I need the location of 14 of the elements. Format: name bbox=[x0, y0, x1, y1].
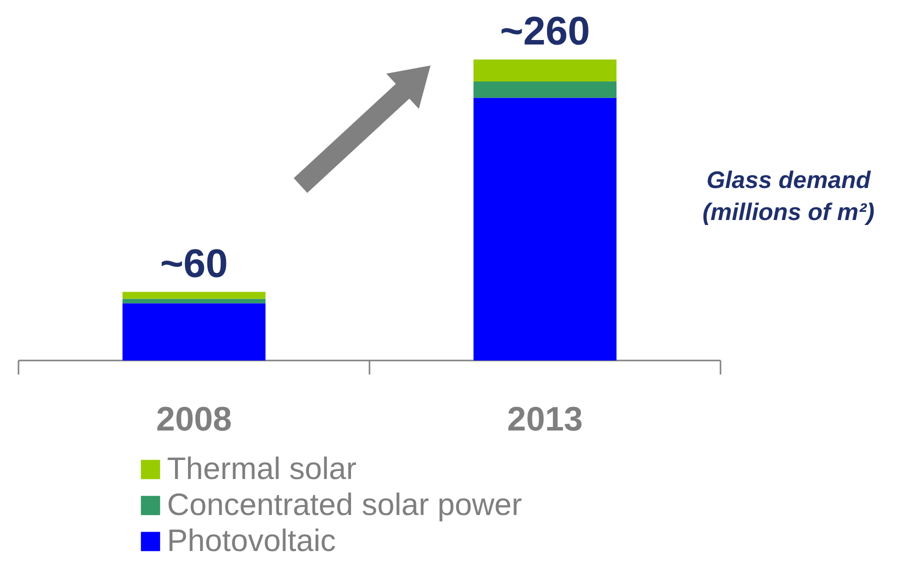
bar bbox=[122, 303, 266, 360]
bar bbox=[474, 81, 616, 98]
annotation: ~260 bbox=[500, 10, 590, 54]
legend-label: Thermal solar bbox=[167, 451, 356, 487]
legend-label: Photovoltaic bbox=[167, 523, 336, 559]
bar bbox=[474, 98, 616, 360]
annotation: ~60 bbox=[160, 242, 228, 286]
legend-label: Concentrated solar power bbox=[167, 487, 522, 523]
bar bbox=[122, 292, 266, 299]
x-tick-label: 2008 bbox=[156, 400, 232, 438]
x-tick-label: 2013 bbox=[507, 400, 583, 438]
bar bbox=[122, 298, 266, 304]
y-axis-title: Glass demand (millions of m²) bbox=[702, 166, 874, 226]
bar bbox=[474, 60, 616, 82]
